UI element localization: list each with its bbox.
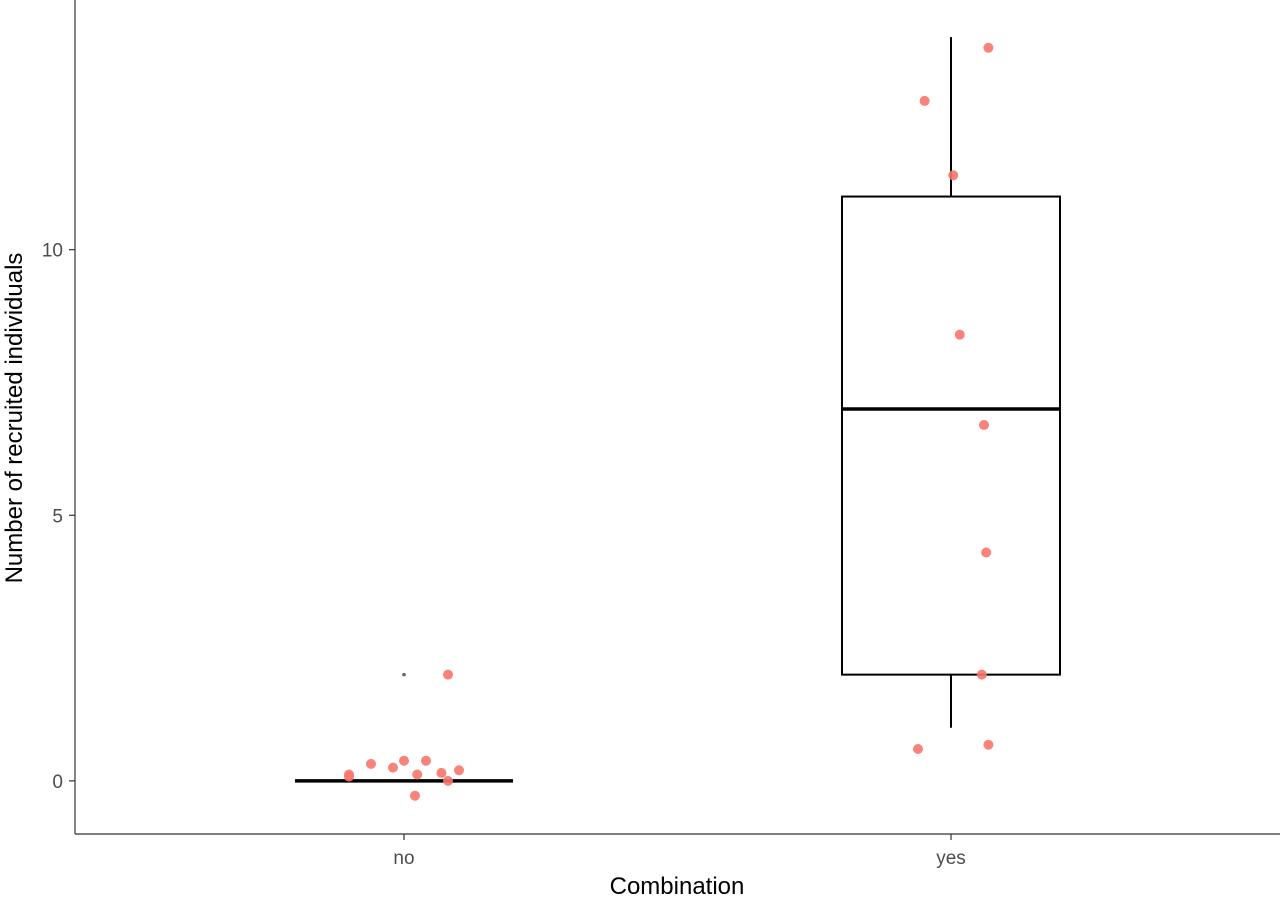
data-point [421,755,431,766]
data-point [366,758,376,769]
x-axis-label: Combination [610,873,745,898]
box-yes [841,195,1061,676]
data-point [981,547,992,558]
data-point [399,755,409,766]
points-layer [344,42,994,801]
y-axis-label: Number of recruited individuals [1,253,28,584]
y-tick-label: 5 [52,506,63,527]
x-tick-label: no [393,848,414,869]
outlier-point [402,672,406,677]
x-tick-label: yes [936,848,966,869]
data-point [979,419,989,430]
data-point [983,739,994,750]
y-tick-label: 10 [42,241,63,262]
data-point [954,329,965,340]
data-point [913,744,923,755]
data-point [344,771,354,782]
data-point [443,775,453,786]
data-point [948,170,959,181]
data-point [454,765,464,776]
boxes-layer [295,37,1061,783]
data-point [410,790,420,801]
data-point [919,95,930,106]
axes-layer: 0 5 10 no yes [42,0,1280,869]
data-point [443,669,453,680]
data-point [983,42,994,53]
data-point [412,769,423,780]
data-point [976,669,987,680]
data-point [388,762,398,773]
y-tick-label: 0 [52,772,63,793]
data-point [436,767,447,778]
